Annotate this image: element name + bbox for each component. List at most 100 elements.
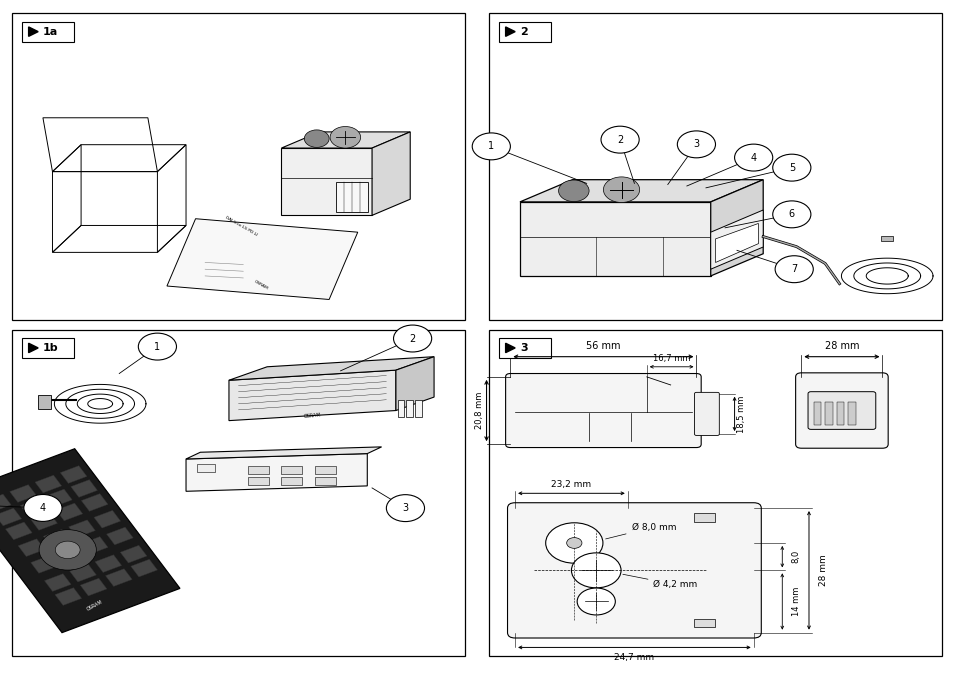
Polygon shape: [94, 510, 120, 528]
Circle shape: [558, 180, 589, 202]
Bar: [281, 477, 302, 485]
Circle shape: [772, 154, 810, 181]
Polygon shape: [95, 555, 121, 573]
Bar: [335, 182, 367, 212]
Text: 1: 1: [488, 141, 494, 151]
Bar: [12, 330, 464, 656]
Polygon shape: [710, 180, 762, 276]
Polygon shape: [30, 513, 57, 530]
Bar: [314, 466, 335, 474]
Polygon shape: [10, 485, 36, 502]
Text: 1: 1: [154, 342, 160, 351]
Polygon shape: [81, 493, 108, 511]
Circle shape: [545, 523, 602, 563]
Polygon shape: [30, 556, 57, 573]
Text: 2: 2: [519, 27, 527, 36]
Text: 20,8 mm: 20,8 mm: [475, 392, 483, 429]
Circle shape: [386, 495, 424, 522]
Bar: [489, 330, 941, 656]
Bar: [38, 395, 51, 409]
Polygon shape: [505, 343, 515, 353]
Text: Ø 4,2 mm: Ø 4,2 mm: [622, 574, 697, 589]
Bar: [22, 22, 74, 42]
Polygon shape: [0, 494, 11, 511]
Text: 14 mm: 14 mm: [791, 587, 800, 616]
FancyBboxPatch shape: [507, 503, 760, 638]
Text: 56 mm: 56 mm: [585, 341, 620, 351]
Polygon shape: [80, 578, 107, 596]
Polygon shape: [505, 27, 515, 36]
Circle shape: [566, 538, 581, 548]
Text: OSRAM: OSRAM: [303, 412, 321, 419]
Bar: [498, 338, 551, 358]
Polygon shape: [281, 132, 410, 148]
Text: 1b: 1b: [43, 343, 58, 353]
Polygon shape: [120, 545, 147, 563]
Polygon shape: [131, 559, 157, 577]
Bar: [415, 400, 421, 417]
Bar: [498, 22, 551, 42]
FancyBboxPatch shape: [807, 392, 875, 429]
Text: 2: 2: [617, 135, 622, 145]
Polygon shape: [107, 527, 133, 545]
Bar: [397, 400, 404, 417]
Text: 24,7 mm: 24,7 mm: [614, 653, 654, 662]
Text: OSRAM: OSRAM: [86, 600, 104, 612]
Polygon shape: [29, 27, 38, 36]
Polygon shape: [519, 202, 710, 276]
Circle shape: [55, 541, 80, 559]
Polygon shape: [69, 520, 95, 538]
Text: DALIeco LS PD LI: DALIeco LS PD LI: [224, 215, 257, 236]
Text: 5: 5: [788, 163, 794, 173]
Text: OSRAM: OSRAM: [253, 279, 268, 290]
Polygon shape: [710, 210, 762, 269]
Polygon shape: [186, 454, 367, 491]
Circle shape: [602, 177, 639, 203]
FancyBboxPatch shape: [694, 392, 719, 435]
Circle shape: [600, 127, 639, 153]
Polygon shape: [45, 574, 71, 592]
Bar: [281, 466, 302, 474]
Polygon shape: [44, 530, 70, 547]
Bar: [248, 477, 269, 485]
Circle shape: [304, 130, 329, 147]
Text: 2: 2: [409, 334, 416, 343]
Text: 6: 6: [788, 209, 794, 219]
Text: Ø 8,0 mm: Ø 8,0 mm: [605, 522, 676, 539]
Circle shape: [472, 133, 510, 160]
Polygon shape: [70, 564, 96, 582]
Polygon shape: [20, 499, 47, 516]
Polygon shape: [186, 447, 381, 459]
Circle shape: [734, 144, 772, 171]
Polygon shape: [229, 370, 395, 421]
Text: 3: 3: [693, 139, 699, 149]
Bar: [824, 402, 832, 425]
Text: 3: 3: [402, 503, 408, 513]
Polygon shape: [395, 357, 434, 411]
Text: 18,5 mm: 18,5 mm: [737, 395, 745, 433]
Circle shape: [774, 256, 812, 283]
Circle shape: [677, 131, 715, 158]
Circle shape: [24, 495, 62, 522]
Bar: [314, 477, 335, 485]
Text: 1a: 1a: [43, 27, 58, 36]
Bar: [836, 402, 843, 425]
Circle shape: [39, 530, 96, 570]
Circle shape: [772, 201, 810, 227]
Circle shape: [577, 588, 615, 615]
Polygon shape: [229, 357, 434, 380]
Text: 16,7 mm: 16,7 mm: [652, 354, 690, 363]
Polygon shape: [0, 449, 180, 633]
Polygon shape: [0, 508, 22, 526]
Polygon shape: [167, 219, 357, 299]
Text: 8,0: 8,0: [791, 550, 800, 563]
Bar: [813, 402, 821, 425]
Polygon shape: [55, 588, 82, 605]
Bar: [22, 338, 74, 358]
Polygon shape: [281, 148, 372, 215]
Polygon shape: [29, 343, 38, 353]
Polygon shape: [519, 180, 762, 202]
Circle shape: [393, 325, 431, 352]
Bar: [694, 619, 715, 627]
Polygon shape: [106, 569, 132, 586]
